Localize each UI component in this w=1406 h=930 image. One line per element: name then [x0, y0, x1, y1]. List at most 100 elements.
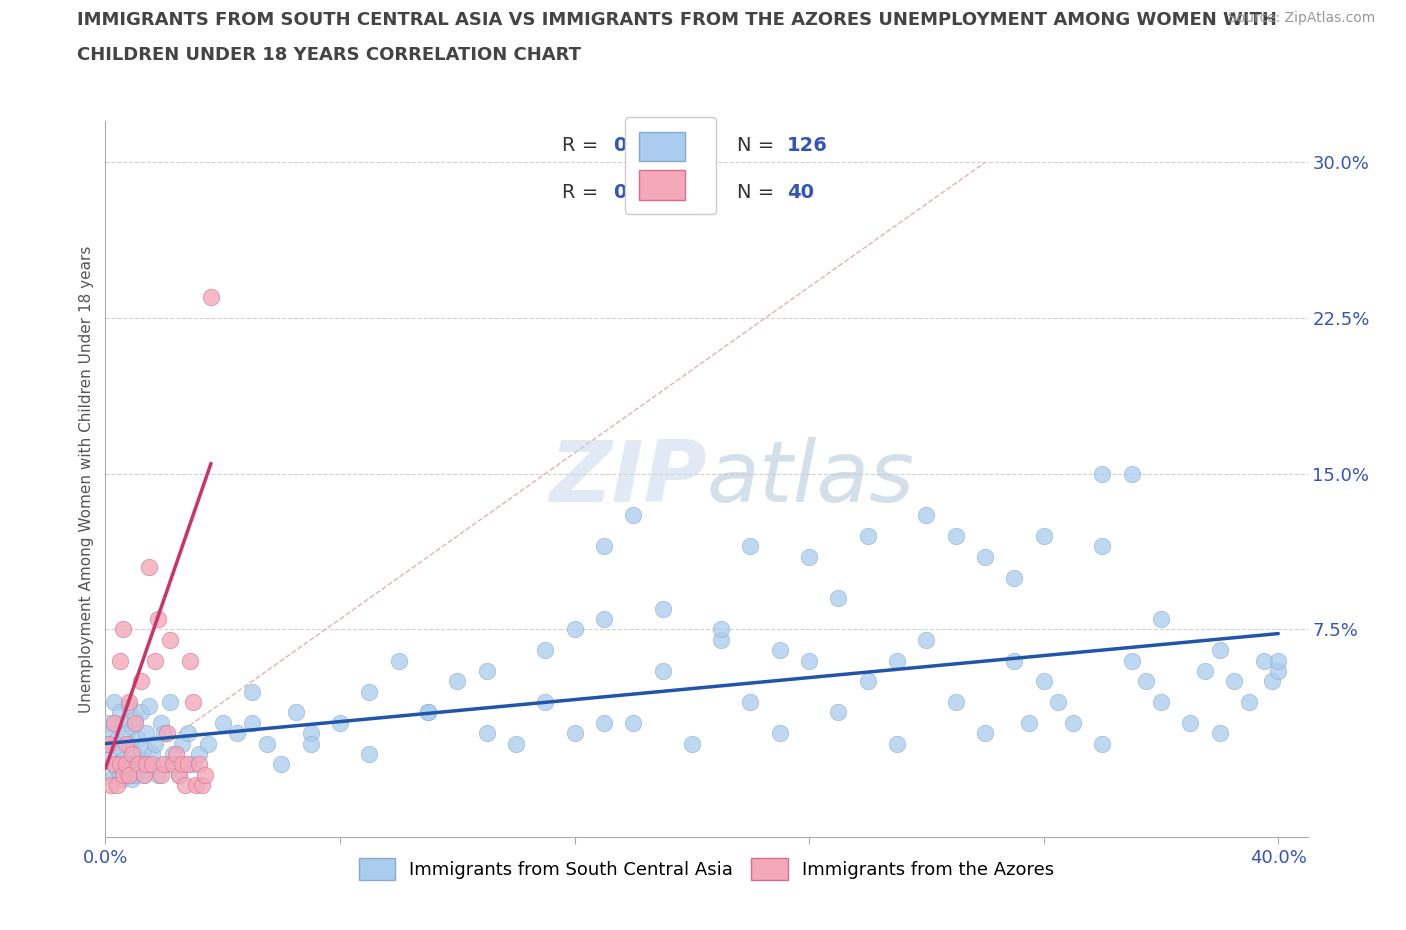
- Point: [121, 720, 143, 735]
- Point: [1135, 674, 1157, 689]
- Point: [256, 737, 278, 751]
- Point: [1208, 643, 1230, 658]
- Text: R =: R =: [562, 137, 605, 155]
- Point: [974, 725, 997, 740]
- Point: [564, 725, 586, 740]
- Point: [103, 767, 125, 782]
- Point: [124, 711, 146, 726]
- Point: [797, 653, 820, 668]
- Point: [100, 747, 122, 762]
- Point: [416, 705, 439, 720]
- Point: [127, 757, 149, 772]
- Point: [170, 737, 193, 751]
- Point: [593, 612, 616, 627]
- Point: [148, 612, 170, 627]
- Text: CHILDREN UNDER 18 YEARS CORRELATION CHART: CHILDREN UNDER 18 YEARS CORRELATION CHAR…: [77, 46, 581, 64]
- Point: [165, 747, 187, 762]
- Point: [150, 715, 173, 730]
- Text: atlas: atlas: [707, 437, 914, 521]
- Point: [138, 560, 160, 575]
- Point: [769, 725, 792, 740]
- Point: [1223, 674, 1246, 689]
- Point: [105, 777, 128, 792]
- Point: [108, 705, 131, 720]
- Point: [148, 767, 170, 782]
- Text: 0.488: 0.488: [613, 183, 675, 202]
- Point: [285, 705, 308, 720]
- Point: [159, 632, 181, 647]
- Text: Source: ZipAtlas.com: Source: ZipAtlas.com: [1227, 11, 1375, 25]
- Point: [138, 698, 160, 713]
- Point: [564, 622, 586, 637]
- Point: [1150, 612, 1173, 627]
- Point: [740, 695, 762, 710]
- Point: [108, 757, 131, 772]
- Point: [141, 747, 163, 762]
- Point: [886, 737, 908, 751]
- Point: [191, 777, 214, 792]
- Point: [124, 767, 146, 782]
- Point: [270, 757, 292, 772]
- Point: [118, 737, 141, 751]
- Point: [124, 747, 146, 762]
- Point: [593, 715, 616, 730]
- Text: 40: 40: [787, 183, 814, 202]
- Point: [118, 767, 141, 782]
- Legend: Immigrants from South Central Asia, Immigrants from the Azores: Immigrants from South Central Asia, Immi…: [350, 849, 1063, 889]
- Point: [388, 653, 411, 668]
- Point: [797, 550, 820, 565]
- Point: [129, 705, 152, 720]
- Point: [108, 740, 131, 755]
- Point: [446, 674, 468, 689]
- Text: N =: N =: [737, 183, 780, 202]
- Point: [226, 725, 249, 740]
- Point: [1047, 695, 1070, 710]
- Text: N =: N =: [737, 137, 780, 155]
- Point: [115, 737, 138, 751]
- Point: [710, 632, 733, 647]
- Point: [132, 767, 155, 782]
- Point: [1267, 653, 1289, 668]
- Point: [97, 737, 120, 751]
- Point: [127, 761, 149, 776]
- Point: [162, 757, 184, 772]
- Point: [329, 715, 352, 730]
- Point: [121, 747, 143, 762]
- Point: [103, 695, 125, 710]
- Point: [100, 777, 122, 792]
- Point: [150, 767, 173, 782]
- Point: [1062, 715, 1084, 730]
- Point: [827, 591, 849, 605]
- Point: [103, 715, 125, 730]
- Point: [188, 747, 211, 762]
- Point: [856, 674, 879, 689]
- Point: [359, 747, 381, 762]
- Point: [179, 653, 201, 668]
- Point: [621, 715, 644, 730]
- Text: 126: 126: [787, 137, 828, 155]
- Point: [710, 622, 733, 637]
- Point: [1032, 528, 1054, 543]
- Point: [173, 777, 195, 792]
- Point: [186, 777, 208, 792]
- Point: [141, 757, 163, 772]
- Point: [97, 737, 120, 751]
- Point: [167, 767, 190, 782]
- Point: [115, 757, 138, 772]
- Point: [200, 290, 222, 305]
- Point: [197, 737, 219, 751]
- Point: [129, 674, 152, 689]
- Point: [176, 757, 198, 772]
- Point: [299, 725, 322, 740]
- Point: [1267, 663, 1289, 678]
- Point: [124, 715, 146, 730]
- Point: [1121, 466, 1143, 481]
- Point: [118, 695, 141, 710]
- Point: [1091, 466, 1114, 481]
- Point: [135, 757, 157, 772]
- Point: [132, 740, 155, 755]
- Point: [1032, 674, 1054, 689]
- Point: [105, 761, 128, 776]
- Point: [118, 698, 141, 713]
- Point: [945, 695, 967, 710]
